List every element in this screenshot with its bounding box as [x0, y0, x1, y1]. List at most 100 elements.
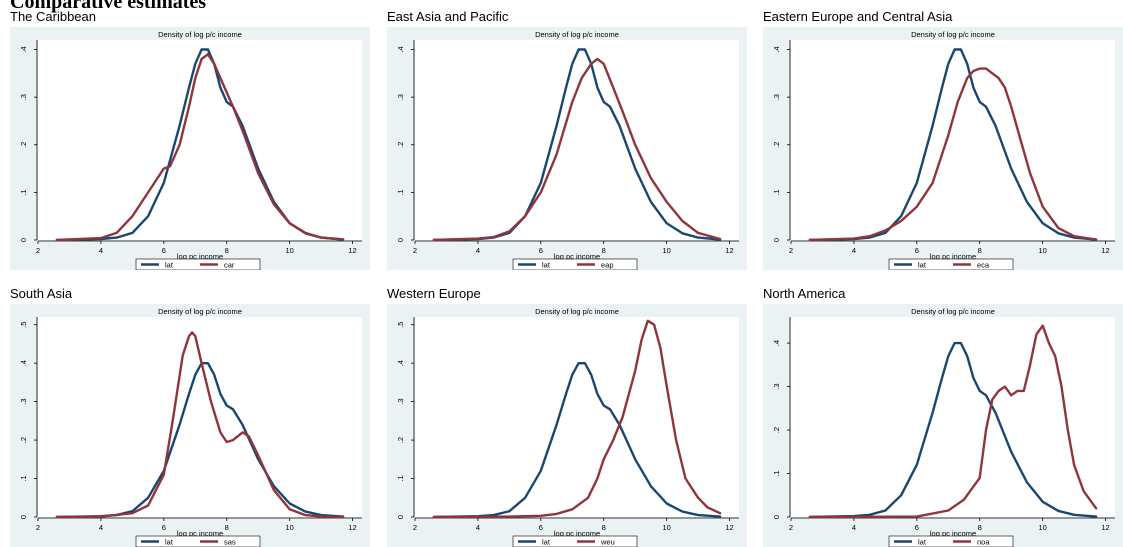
- chart-panel: East Asia and Pacific Density of log p/c …: [387, 8, 747, 270]
- x-tick-label: 6: [915, 523, 919, 532]
- x-tick-label: 10: [662, 523, 670, 532]
- x-tick-label: 4: [476, 246, 480, 255]
- chart-title: Density of log p/c income: [911, 30, 995, 39]
- panel-title: Eastern Europe and Central Asia: [763, 9, 953, 24]
- x-tick-label: 10: [285, 523, 293, 532]
- x-tick-label: 12: [725, 523, 733, 532]
- x-tick-label: 6: [539, 246, 543, 255]
- legend-box: [135, 258, 261, 270]
- legend-label: lat: [165, 538, 174, 547]
- x-axis-label: log pc income: [554, 529, 600, 538]
- y-tick-label: .2: [19, 437, 28, 443]
- legend-label: lat: [918, 261, 927, 270]
- x-tick-label: 8: [602, 523, 606, 532]
- x-tick-label: 8: [978, 246, 982, 255]
- y-tick-label: .1: [19, 475, 28, 481]
- y-tick-label: .2: [396, 142, 405, 148]
- x-tick-label: 4: [99, 246, 103, 255]
- y-tick-label: .4: [772, 340, 781, 346]
- plot-area: [415, 40, 739, 240]
- legend-label: sas: [224, 538, 236, 547]
- y-tick-label: .4: [396, 46, 405, 52]
- chart-title: Density of log p/c income: [535, 30, 619, 39]
- x-tick-label: 10: [1038, 523, 1046, 532]
- y-tick-label: .1: [19, 189, 28, 195]
- chart-title: Density of log p/c income: [158, 30, 242, 39]
- legend-label: lat: [165, 261, 174, 270]
- x-axis-label: log pc income: [177, 252, 223, 261]
- x-tick-label: 12: [725, 246, 733, 255]
- y-tick-label: .3: [396, 94, 405, 100]
- x-tick-label: 8: [225, 246, 229, 255]
- series-line-lat: [432, 362, 722, 519]
- legend: lat car: [135, 258, 261, 270]
- y-tick-label: 0: [19, 238, 28, 242]
- legend-label: weu: [600, 538, 615, 547]
- legend-label: lat: [542, 261, 551, 270]
- plot-area: [791, 317, 1115, 517]
- x-tick-label: 10: [1038, 246, 1046, 255]
- density-chart: Density of log p/c income 0 .1 .2 .3 .4 .5 2 4 6 8…: [10, 304, 370, 547]
- x-tick-label: 2: [36, 246, 40, 255]
- x-tick-label: 2: [413, 246, 417, 255]
- y-tick-label: 0: [19, 515, 28, 519]
- x-tick-label: 10: [662, 246, 670, 255]
- panel-title: Western Europe: [387, 286, 481, 301]
- y-tick-label: .3: [772, 94, 781, 100]
- y-tick-label: .2: [19, 142, 28, 148]
- x-tick-label: 6: [539, 523, 543, 532]
- x-tick-label: 8: [602, 246, 606, 255]
- y-tick-label: 0: [396, 238, 405, 242]
- y-tick-label: .1: [396, 189, 405, 195]
- x-axis-label: log pc income: [930, 252, 976, 261]
- plot-area: [791, 40, 1115, 240]
- x-tick-label: 10: [285, 246, 293, 255]
- legend-label: lat: [542, 538, 551, 547]
- series-line-eca: [808, 67, 1098, 242]
- density-chart: Density of log p/c income 0 .1 .2 .3 .4 2 4 6 8 10…: [10, 27, 370, 270]
- y-tick-label: .5: [396, 322, 405, 328]
- x-tick-label: 2: [36, 523, 40, 532]
- legend-label: eap: [601, 261, 614, 270]
- y-tick-label: .2: [396, 437, 405, 443]
- plot-area: [415, 317, 739, 517]
- chart-panel: North America Density of log p/c income 0.…: [763, 285, 1123, 547]
- x-tick-label: 12: [348, 246, 356, 255]
- series-line-car: [55, 53, 345, 242]
- density-chart: Density of log p/c income 0 .1 .2 .3 .4 2 4 6 8 10…: [763, 304, 1123, 547]
- x-axis-label: log pc income: [554, 252, 600, 261]
- y-tick-label: .2: [772, 427, 781, 433]
- x-tick-label: 6: [915, 246, 919, 255]
- x-tick-label: 2: [413, 523, 417, 532]
- x-tick-label: 12: [348, 523, 356, 532]
- panel-title: East Asia and Pacific: [387, 9, 509, 24]
- x-tick-label: 4: [852, 523, 856, 532]
- x-tick-label: 6: [162, 246, 166, 255]
- y-tick-label: .3: [19, 398, 28, 404]
- density-chart: Density of log p/c income 0 .1 .2 .3 .4 2 4 6 8 10…: [763, 27, 1123, 270]
- x-tick-label: 6: [162, 523, 166, 532]
- y-tick-label: .1: [772, 470, 781, 476]
- figure-title: Comparative estimates: [10, 0, 207, 13]
- x-tick-label: 12: [1101, 523, 1109, 532]
- x-tick-label: 4: [99, 523, 103, 532]
- y-tick-label: .3: [19, 94, 28, 100]
- x-tick-label: 4: [476, 523, 480, 532]
- plot-area: [38, 40, 362, 240]
- series-line-weu: [432, 319, 722, 519]
- density-chart: Density of log p/c income 0 .1 .2 .3 .4 .5 2 4 6 8…: [387, 304, 747, 547]
- chart-title: Density of log p/c income: [911, 307, 995, 316]
- x-axis-label: log pc income: [930, 529, 976, 538]
- legend-label: eca: [977, 261, 990, 270]
- series-line-lat: [55, 362, 345, 519]
- x-tick-label: 4: [852, 246, 856, 255]
- series-line-noa: [808, 324, 1098, 519]
- chart-title: Density of log p/c income: [535, 307, 619, 316]
- legend: lat eap: [512, 258, 638, 270]
- series-line-eap: [432, 57, 722, 242]
- x-tick-label: 8: [225, 523, 229, 532]
- chart-panel: Eastern Europe and Central Asia Density o…: [763, 8, 1123, 270]
- legend-label: lat: [918, 538, 927, 547]
- legend-label: noa: [977, 538, 990, 547]
- x-tick-label: 2: [789, 246, 793, 255]
